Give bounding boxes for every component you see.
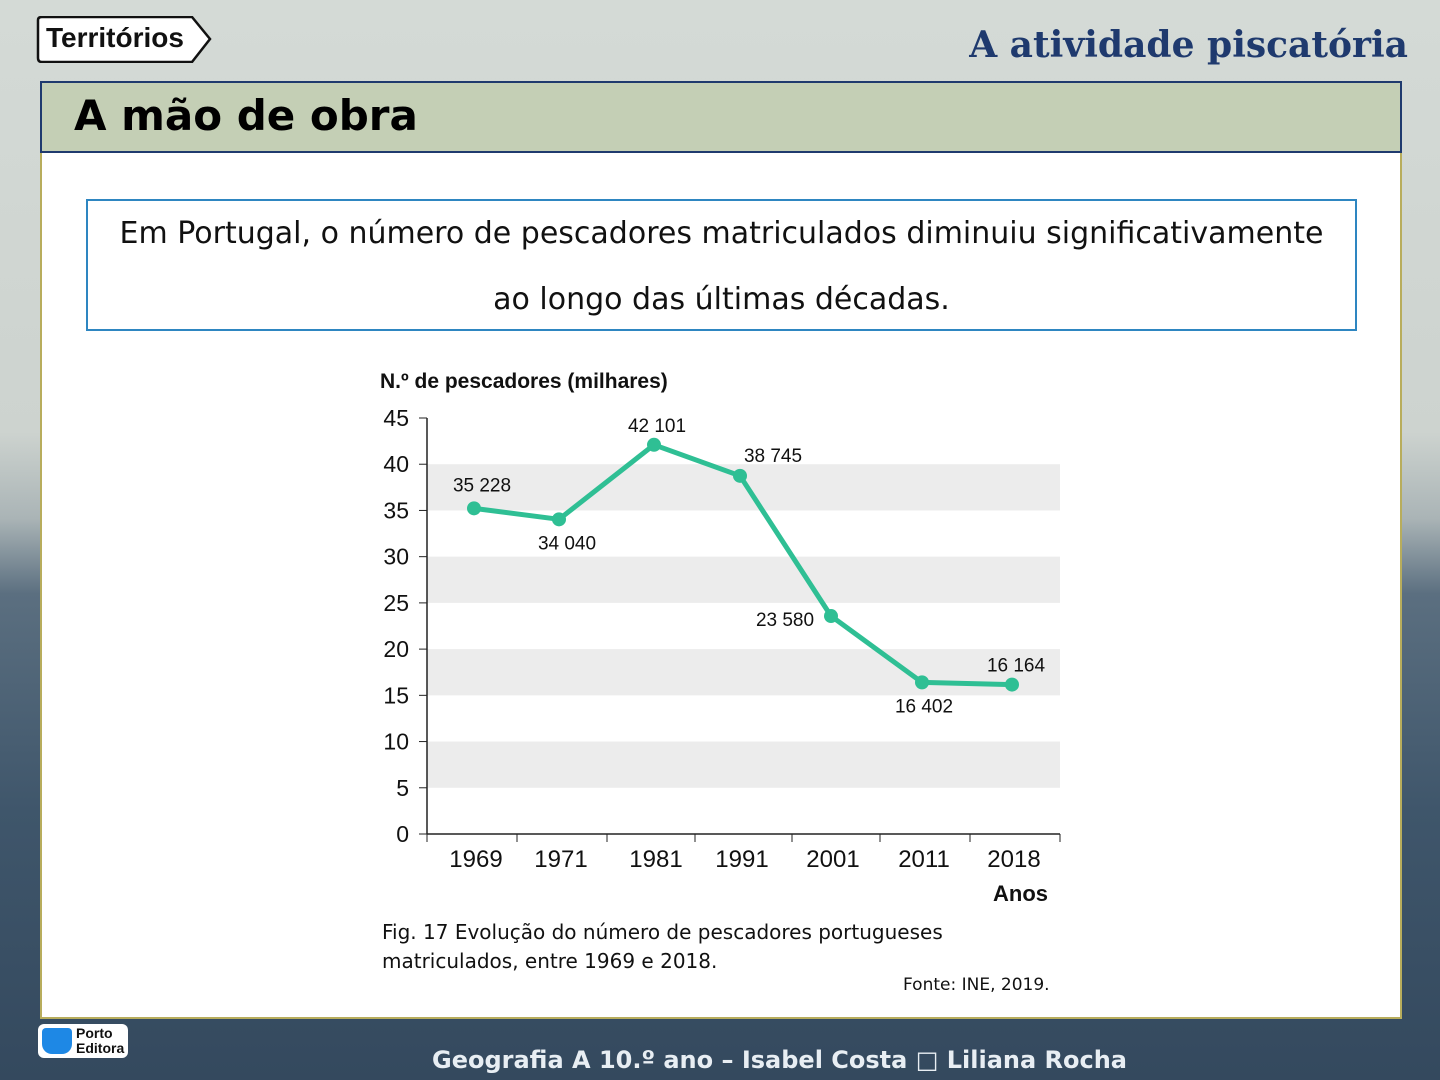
- data-label: 16 402: [895, 696, 953, 717]
- y-tick-label: 35: [383, 497, 409, 523]
- figure-caption: Fig. 17 Evolução do número de pescadores…: [382, 920, 943, 973]
- logo-text: Territórios: [46, 22, 184, 53]
- y-tick-label: 40: [383, 451, 409, 477]
- data-label: 42 101: [628, 416, 686, 437]
- grid-band: [427, 556, 1060, 603]
- data-point: [552, 512, 566, 527]
- data-label: 23 580: [756, 610, 814, 631]
- data-point: [733, 468, 747, 483]
- data-point: [1005, 677, 1019, 692]
- x-tick-label: 2018: [987, 846, 1040, 873]
- porto-editora-logo: Porto Editora: [38, 1024, 128, 1058]
- logo-sign-shape: [36, 16, 212, 63]
- grid-band: [427, 741, 1060, 788]
- data-point: [824, 609, 838, 624]
- x-tick-label: 1991: [715, 846, 768, 873]
- data-label: 34 040: [538, 533, 596, 554]
- y-tick-label: 5: [396, 775, 409, 801]
- intro-text: Em Portugal, o número de pescadores matr…: [86, 199, 1357, 331]
- footer-credits: Geografia A 10.º ano – Isabel Costa □ Li…: [432, 1046, 1128, 1074]
- x-tick-label: 2001: [806, 846, 859, 873]
- grid-band: [427, 649, 1060, 696]
- topic-title: A atividade piscatória: [969, 24, 1408, 66]
- y-axis-title: N.º de pescadores (milhares): [380, 370, 668, 393]
- x-tick-label: 1981: [629, 846, 682, 873]
- slide-title: A mão de obra: [74, 91, 418, 140]
- x-tick-label: 1969: [449, 846, 502, 873]
- slide-header: A mão de obra: [40, 81, 1402, 153]
- porto-editora-mark-icon: [42, 1028, 72, 1054]
- publisher-line2: Editora: [76, 1040, 125, 1056]
- data-label: 38 745: [744, 446, 802, 467]
- y-tick-label: 25: [383, 590, 409, 616]
- y-tick-label: 30: [383, 544, 409, 570]
- data-point: [467, 501, 481, 516]
- x-tick-label: 1971: [534, 846, 587, 873]
- data-point: [915, 675, 929, 690]
- y-tick-label: 10: [383, 729, 409, 755]
- data-point: [647, 437, 661, 452]
- figure-source: Fonte: INE, 2019.: [903, 975, 1050, 995]
- territorios-logo: Territórios: [36, 16, 212, 63]
- publisher-line1: Porto: [76, 1025, 113, 1041]
- y-tick-label: 0: [396, 821, 409, 847]
- x-axis-title: Anos: [993, 881, 1048, 906]
- y-tick-label: 45: [383, 405, 409, 431]
- data-label: 16 164: [987, 656, 1046, 677]
- data-label: 35 228: [453, 475, 511, 496]
- y-tick-label: 15: [383, 682, 409, 708]
- x-tick-label: 2011: [898, 846, 950, 873]
- y-tick-label: 20: [383, 636, 409, 662]
